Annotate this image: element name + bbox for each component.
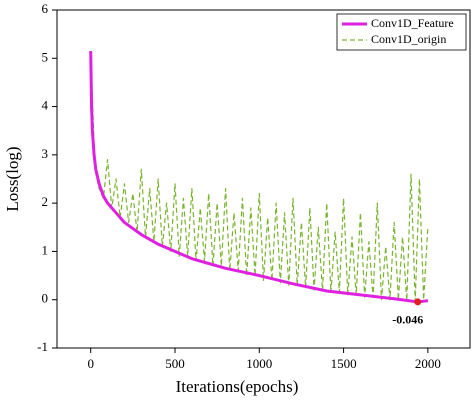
annotation-point: [414, 298, 422, 306]
legend-label: Conv1D_origin: [371, 32, 446, 46]
y-tick-label: 5: [42, 49, 49, 64]
y-tick-label: -1: [37, 339, 48, 354]
x-tick-label: 0: [87, 356, 94, 371]
annotation-label: -0.046: [392, 313, 423, 327]
y-tick-label: 3: [42, 146, 49, 161]
y-tick-label: 4: [42, 98, 49, 113]
x-tick-label: 2000: [415, 356, 441, 371]
line-series: [90, 51, 429, 302]
x-axis-label: Iterations(epochs): [176, 377, 299, 396]
x-tick-label: 500: [165, 356, 185, 371]
y-tick-label: 0: [42, 291, 49, 306]
legend-box: [336, 13, 467, 51]
x-tick-label: 1500: [331, 356, 357, 371]
line-series: [89, 51, 429, 304]
plot-frame: [56, 9, 471, 349]
y-tick-label: 1: [42, 242, 49, 257]
y-axis-label: Loss(log): [3, 146, 22, 211]
y-tick-label: 6: [42, 1, 49, 16]
legend-label: Conv1D_Feature: [371, 16, 454, 30]
y-tick-label: 2: [42, 194, 49, 209]
x-tick-label: 1000: [246, 356, 272, 371]
